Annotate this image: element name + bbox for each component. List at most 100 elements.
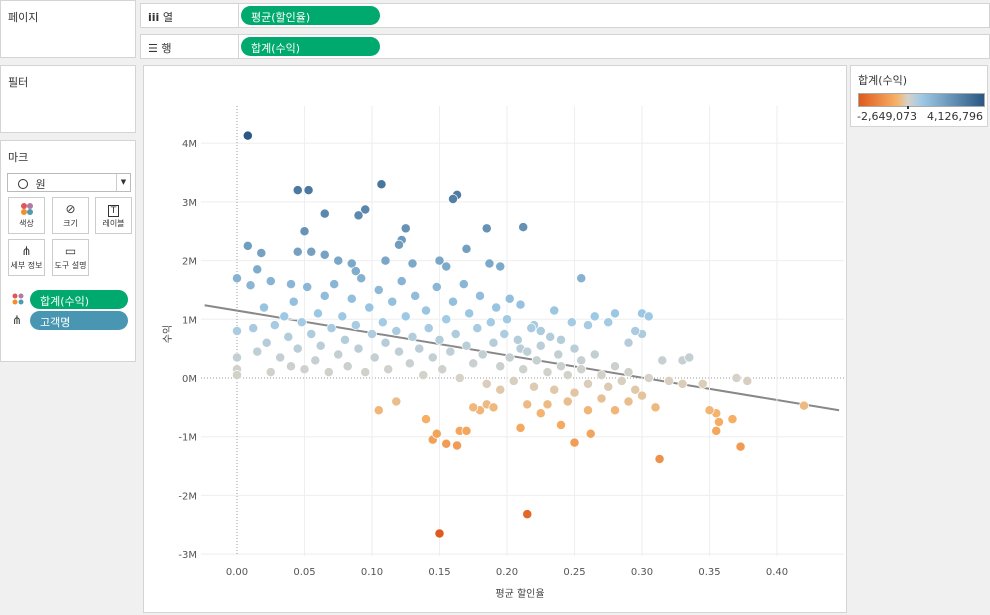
x-tick-label: 0.30 [631, 567, 653, 578]
data-point [265, 276, 276, 287]
data-point [512, 334, 523, 345]
data-point [522, 346, 533, 357]
detail-field-pill[interactable]: 고객명 [30, 311, 128, 330]
columns-shelf[interactable]: iii 열 평균(할인율) [140, 3, 990, 28]
data-point [360, 367, 371, 378]
pages-title: 페이지 [8, 11, 39, 24]
chevron-down-icon[interactable]: ▼ [116, 174, 130, 191]
data-point [252, 264, 263, 275]
data-point [610, 361, 620, 372]
color-dots-icon [12, 293, 24, 308]
data-point [481, 378, 492, 389]
data-point [535, 340, 546, 351]
marks-title: 마크 [8, 151, 29, 164]
data-point [396, 276, 407, 287]
data-point [542, 399, 553, 410]
data-point [461, 340, 472, 351]
data-point [630, 384, 641, 395]
x-tick-label: 0.25 [563, 567, 585, 578]
chart-panel[interactable]: 수익 평균 할인율 0.00 0.05 0.10 0.15 0.20 0.25 0.30 0.… [143, 65, 847, 613]
data-point [704, 405, 715, 416]
mark-type-dropdown[interactable]: 원 ▼ [7, 173, 131, 192]
data-point [319, 208, 330, 219]
data-point [623, 337, 634, 348]
data-point [387, 296, 398, 307]
scatter-plot[interactable]: 수익 평균 할인율 0.00 0.05 0.10 0.15 0.20 0.25 0.30 0.… [144, 66, 848, 614]
legend-min: -2,649,073 [857, 110, 917, 123]
detail-icon: ⋔ [12, 313, 23, 327]
data-point [518, 364, 529, 375]
data-point [326, 323, 337, 334]
data-point [279, 311, 290, 322]
y-tick-label: 1M [182, 315, 197, 326]
data-point [481, 223, 492, 234]
legend-title: 합계(수익) [858, 74, 908, 87]
color-legend[interactable]: 합계(수익) -2,649,073 4,126,796 [850, 65, 988, 127]
data-point [684, 352, 695, 363]
rows-shelf[interactable]: ☰ 행 합계(수익) [140, 34, 990, 59]
detail-label: 세부 정보 [10, 261, 43, 270]
y-tick-label: -2M [178, 491, 197, 502]
data-point [562, 396, 573, 407]
data-point [319, 249, 330, 260]
data-point [583, 378, 593, 389]
data-point [464, 308, 475, 319]
data-point [383, 364, 394, 375]
x-tick-label: 0.00 [226, 567, 248, 578]
data-point [333, 255, 344, 266]
data-point [346, 293, 357, 304]
data-point [650, 402, 661, 413]
data-point [302, 282, 313, 292]
data-point [400, 311, 411, 322]
data-point [549, 305, 560, 316]
data-point [313, 308, 323, 319]
data-point [232, 273, 242, 284]
pages-panel[interactable]: 페이지 [0, 0, 136, 58]
x-tick-label: 0.05 [293, 567, 315, 578]
data-point [504, 293, 515, 304]
y-tick-label: -3M [178, 550, 197, 561]
filters-panel[interactable]: 필터 [0, 65, 136, 133]
data-point [452, 440, 462, 451]
data-point [367, 329, 377, 339]
color-button[interactable]: 색상 [8, 197, 45, 234]
data-point [441, 314, 452, 325]
data-point [434, 334, 445, 345]
color-field-pill[interactable]: 합계(수익) [30, 290, 128, 309]
data-point [522, 399, 533, 410]
data-point [657, 355, 668, 366]
detail-button[interactable]: ⋔ 세부 정보 [8, 239, 45, 276]
data-point [404, 358, 415, 369]
data-point [434, 528, 445, 539]
data-point [394, 346, 404, 357]
data-point [286, 361, 296, 372]
y-tick-label: 2M [182, 257, 197, 268]
data-point [515, 422, 526, 433]
data-point [269, 320, 280, 331]
data-point [242, 240, 253, 251]
data-point [542, 367, 553, 378]
data-point [380, 337, 391, 348]
columns-pill[interactable]: 평균(할인율) [241, 6, 380, 25]
data-point [531, 355, 542, 366]
data-point [299, 364, 310, 375]
data-point [535, 408, 546, 419]
data-point [495, 384, 506, 395]
label-button[interactable]: T 레이블 [95, 197, 132, 234]
data-point [323, 367, 334, 378]
data-point [421, 414, 431, 425]
data-point [616, 375, 627, 386]
rows-pill[interactable]: 합계(수익) [241, 37, 380, 56]
y-tick-label: 4M [182, 139, 197, 150]
data-point [400, 223, 411, 234]
data-point [583, 320, 593, 331]
data-point [589, 311, 600, 322]
tooltip-button[interactable]: ▭ 도구 설명 [52, 239, 89, 276]
data-point [376, 179, 387, 190]
data-point [232, 352, 242, 363]
size-button[interactable]: ⊘ 크기 [52, 197, 89, 234]
data-point [491, 302, 502, 313]
data-point [610, 308, 620, 319]
data-point [515, 299, 526, 310]
data-point [576, 273, 587, 284]
